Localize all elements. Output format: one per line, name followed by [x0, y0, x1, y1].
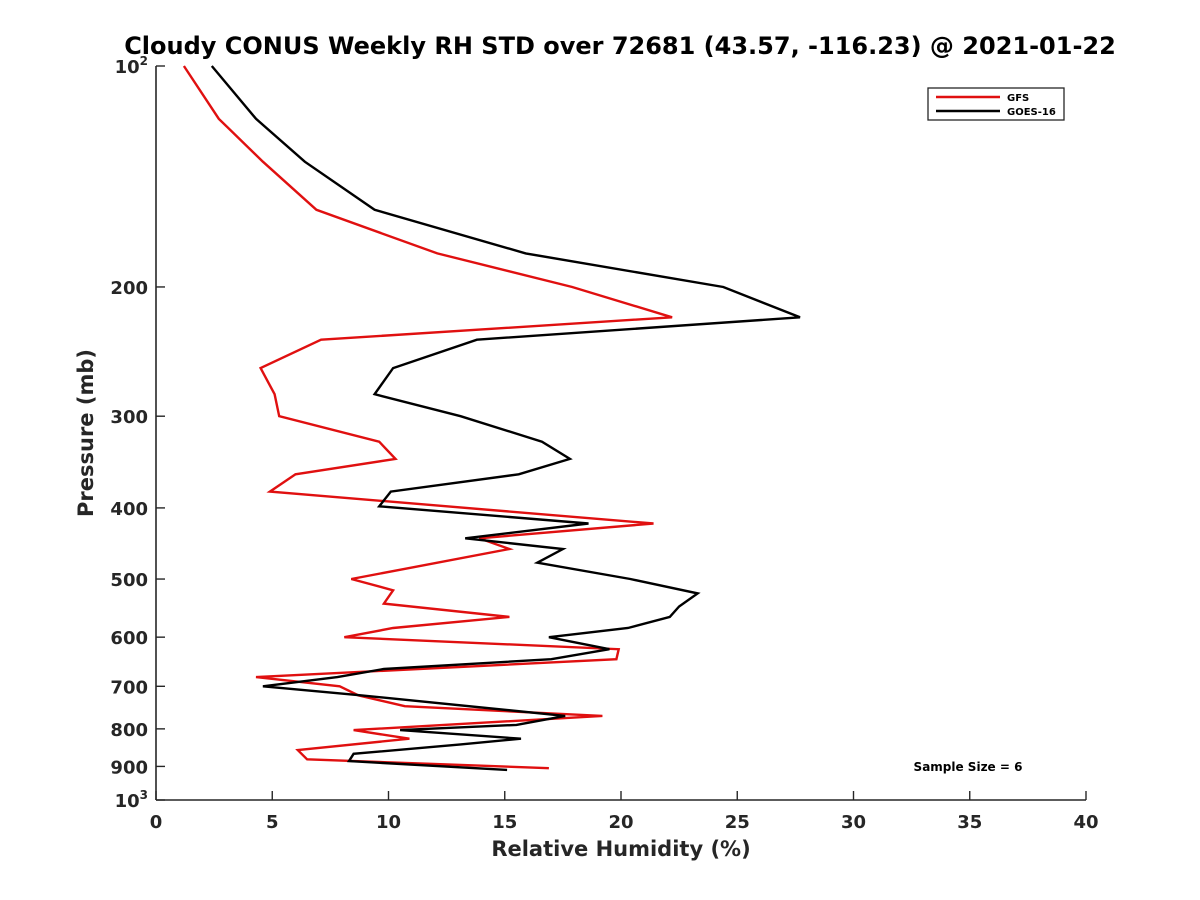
y-tick-label-base: 10: [115, 57, 140, 78]
x-ticks: 0 5 10 15 20 25 30 35 40: [150, 791, 1099, 833]
y-tick-label-exponent: 3: [140, 788, 148, 802]
x-tick-label: 5: [266, 812, 279, 833]
legend-box: [927, 87, 1065, 121]
x-tick-label: 0: [150, 812, 163, 833]
y-tick-label: 400: [110, 499, 148, 520]
legend-label-goes-16: GOES-16: [1007, 107, 1056, 118]
y-tick-label: 102: [115, 54, 148, 78]
x-tick-label: 20: [608, 812, 633, 833]
y-tick-label: 300: [110, 407, 148, 428]
y-axis-label: Pressure (mb): [74, 349, 98, 517]
x-tick-label: 25: [725, 812, 750, 833]
y-tick-label: 103: [115, 788, 148, 812]
x-axis-label: Relative Humidity (%): [491, 837, 750, 861]
series-line-goes-16: [210, 65, 801, 772]
legend: GFS GOES-16: [927, 87, 1065, 121]
series-layer: [182, 65, 801, 772]
legend-label-gfs: GFS: [1007, 93, 1029, 104]
y-tick-label: 900: [110, 757, 148, 778]
y-tick-label: 600: [110, 628, 148, 649]
x-tick-label: 15: [492, 812, 517, 833]
y-tick-label: 700: [110, 677, 148, 698]
chart-title: Cloudy CONUS Weekly RH STD over 72681 (4…: [124, 32, 1116, 60]
x-tick-label: 30: [841, 812, 866, 833]
sample-size-annotation: Sample Size = 6: [914, 760, 1023, 774]
y-tick-label: 800: [110, 720, 148, 741]
legend-entries: GFS GOES-16: [936, 93, 1056, 118]
y-tick-label: 200: [110, 278, 148, 299]
y-tick-label: 500: [110, 570, 148, 591]
y-tick-label-exponent: 2: [140, 54, 148, 68]
x-tick-label: 40: [1073, 812, 1098, 833]
series-line-gfs: [182, 65, 673, 770]
x-tick-label: 10: [376, 812, 401, 833]
x-tick-label: 35: [957, 812, 982, 833]
y-tick-label-base: 10: [115, 791, 140, 812]
